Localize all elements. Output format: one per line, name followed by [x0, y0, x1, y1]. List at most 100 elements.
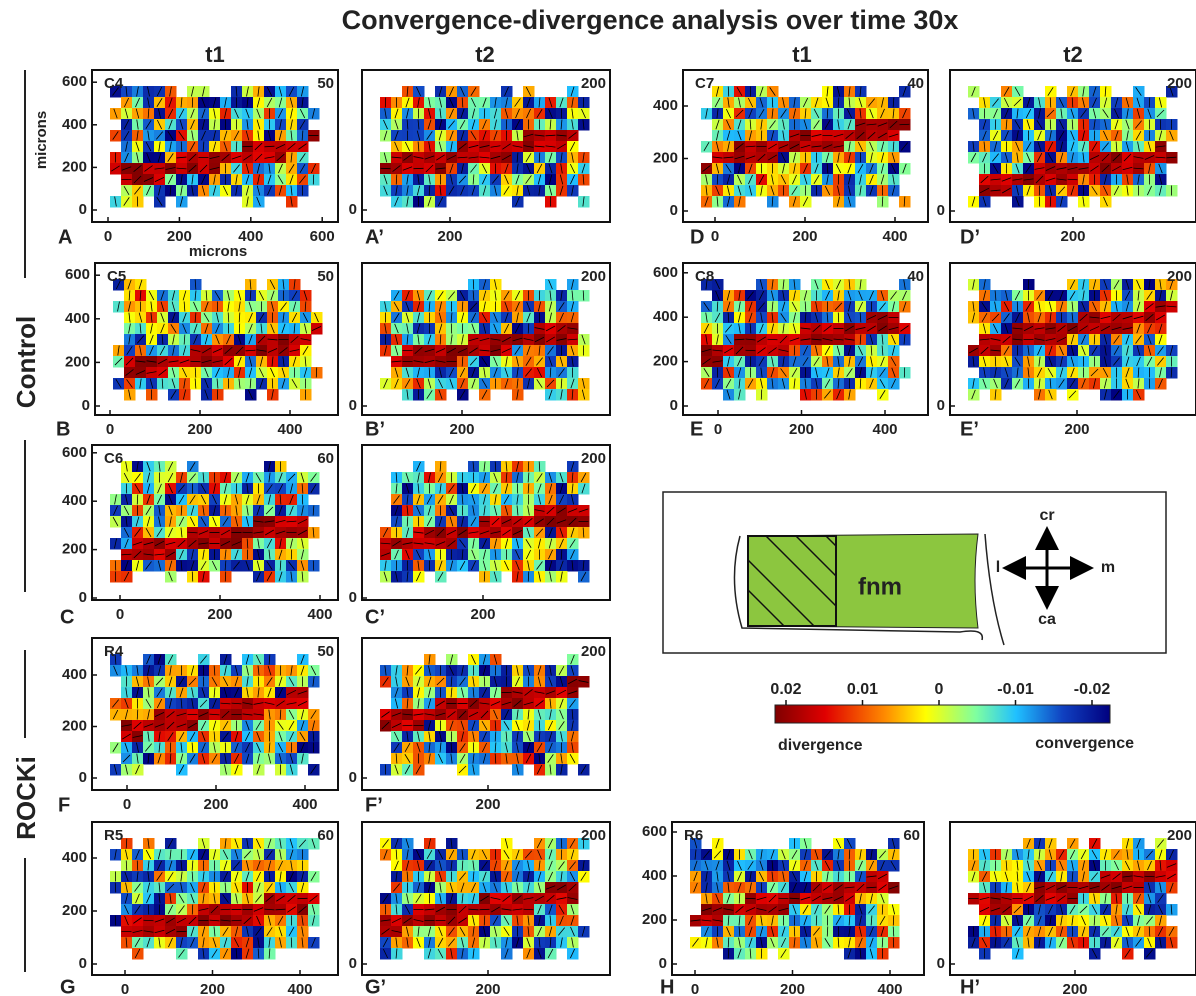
y-tick-label: 600	[65, 266, 90, 283]
x-tick-label: 400	[287, 981, 312, 996]
panel: E’2000200	[937, 263, 1196, 440]
y-tick-label: 400	[653, 308, 678, 325]
panel: A’2000200	[349, 70, 610, 248]
field-vector	[480, 521, 490, 522]
panel: FR45002004000200400	[58, 638, 338, 816]
x-tick-label: 600	[310, 228, 335, 245]
field-vector	[583, 291, 584, 301]
panel-letter: A	[58, 226, 72, 248]
x-tick-label: 0	[104, 228, 112, 245]
panel-letter: F’	[365, 794, 383, 816]
x-axis-label: microns	[189, 243, 247, 260]
x-tick-label: 200	[470, 606, 495, 623]
sample-id: C4	[104, 75, 124, 92]
x-tick-label: 200	[789, 421, 814, 438]
direction-label: l	[996, 559, 1000, 576]
frame-label: 40	[907, 268, 924, 285]
y-tick-label: 400	[62, 492, 87, 509]
sample-id: R5	[104, 827, 123, 844]
panel: DC74002004000200400	[653, 70, 928, 248]
panel-letter: D	[690, 226, 704, 248]
figure-title: Convergence-divergence analysis over tim…	[342, 5, 959, 35]
x-tick-label: 400	[872, 421, 897, 438]
y-tick-label: 0	[937, 202, 945, 219]
colorbar-tick-label: 0.01	[847, 681, 878, 698]
sample-id: C7	[695, 75, 714, 92]
panel-letter: B	[56, 418, 70, 440]
direction-label: ca	[1038, 611, 1056, 628]
field-vector	[561, 839, 562, 849]
field-vector	[882, 197, 883, 207]
y-tick-label: 200	[62, 158, 87, 175]
panel: D’2000200	[937, 70, 1196, 248]
y-tick-label: 0	[79, 589, 87, 606]
y-tick-label: 200	[62, 717, 87, 734]
frame-label: 50	[317, 643, 334, 660]
frame-label: 200	[581, 450, 606, 467]
colorbar-tick-label: -0.02	[1074, 681, 1111, 698]
x-tick-label: 200	[475, 796, 500, 813]
field-vector	[403, 725, 413, 726]
y-tick-label: 0	[349, 201, 357, 218]
x-tick-label: 0	[116, 606, 124, 623]
panel-letter: A’	[365, 226, 384, 248]
x-tick-label: 0	[714, 421, 722, 438]
panel: AC45002004006000200400600micronsmicrons	[33, 70, 338, 260]
field-vector	[539, 721, 540, 731]
x-tick-label: 200	[449, 421, 474, 438]
x-tick-label: 0	[711, 228, 719, 245]
column-header: t1	[792, 42, 812, 67]
y-tick-label: 400	[62, 116, 87, 133]
field-vector	[768, 339, 778, 340]
y-tick-label: 0	[79, 201, 87, 218]
column-header: t1	[205, 42, 225, 67]
panel-letter: B’	[365, 418, 385, 440]
frame-label: 200	[581, 268, 606, 285]
direction-label: m	[1101, 559, 1115, 576]
colorbar: divergence convergence 0.020.010-0.01-0.…	[770, 681, 1134, 754]
x-tick-label: 400	[292, 796, 317, 813]
x-tick-label: 200	[1060, 228, 1085, 245]
y-axis-label: microns	[33, 111, 50, 169]
schematic: fnm cr ca l m	[663, 492, 1166, 653]
field-vector	[126, 861, 127, 871]
y-tick-label: 0	[349, 589, 357, 606]
frame-label: 40	[907, 75, 924, 92]
colorbar-tick-label: -0.01	[997, 681, 1034, 698]
frame-label: 50	[317, 75, 334, 92]
x-tick-label: 0	[106, 421, 114, 438]
panel-letter: C	[60, 606, 74, 628]
column-header: t2	[1063, 42, 1083, 67]
panel: C’2000200	[349, 445, 610, 628]
x-tick-label: 200	[187, 421, 212, 438]
y-tick-label: 0	[79, 955, 87, 972]
y-tick-label: 0	[937, 397, 945, 414]
sample-id: C6	[104, 450, 123, 467]
field-vector	[539, 153, 540, 163]
field-vector	[137, 710, 138, 720]
colorbar-label: divergence	[778, 737, 863, 754]
panel-letter: D’	[960, 226, 980, 248]
frame-label: 200	[581, 75, 606, 92]
field-vector	[236, 142, 237, 152]
x-tick-label: 400	[277, 421, 302, 438]
field-vector	[232, 920, 242, 921]
panel: GR56002004000200400	[60, 822, 338, 996]
frame-label: 200	[1167, 268, 1192, 285]
y-tick-label: 400	[65, 310, 90, 327]
panel: BC55002004006000200400	[56, 263, 338, 440]
y-tick-label: 200	[62, 541, 87, 558]
sample-id: C5	[107, 268, 126, 285]
frame-label: 60	[317, 827, 334, 844]
panel-letter: E’	[960, 418, 979, 440]
field-vector	[1068, 179, 1078, 180]
field-vector	[772, 98, 773, 108]
y-tick-label: 400	[62, 666, 87, 683]
colorbar-tick-label: 0	[935, 681, 944, 698]
y-tick-label: 200	[653, 353, 678, 370]
y-tick-label: 0	[79, 769, 87, 786]
y-tick-label: 200	[653, 149, 678, 166]
panel: EC84002004006000200400	[653, 263, 928, 440]
panel: CC66002004006000200400	[60, 444, 338, 629]
